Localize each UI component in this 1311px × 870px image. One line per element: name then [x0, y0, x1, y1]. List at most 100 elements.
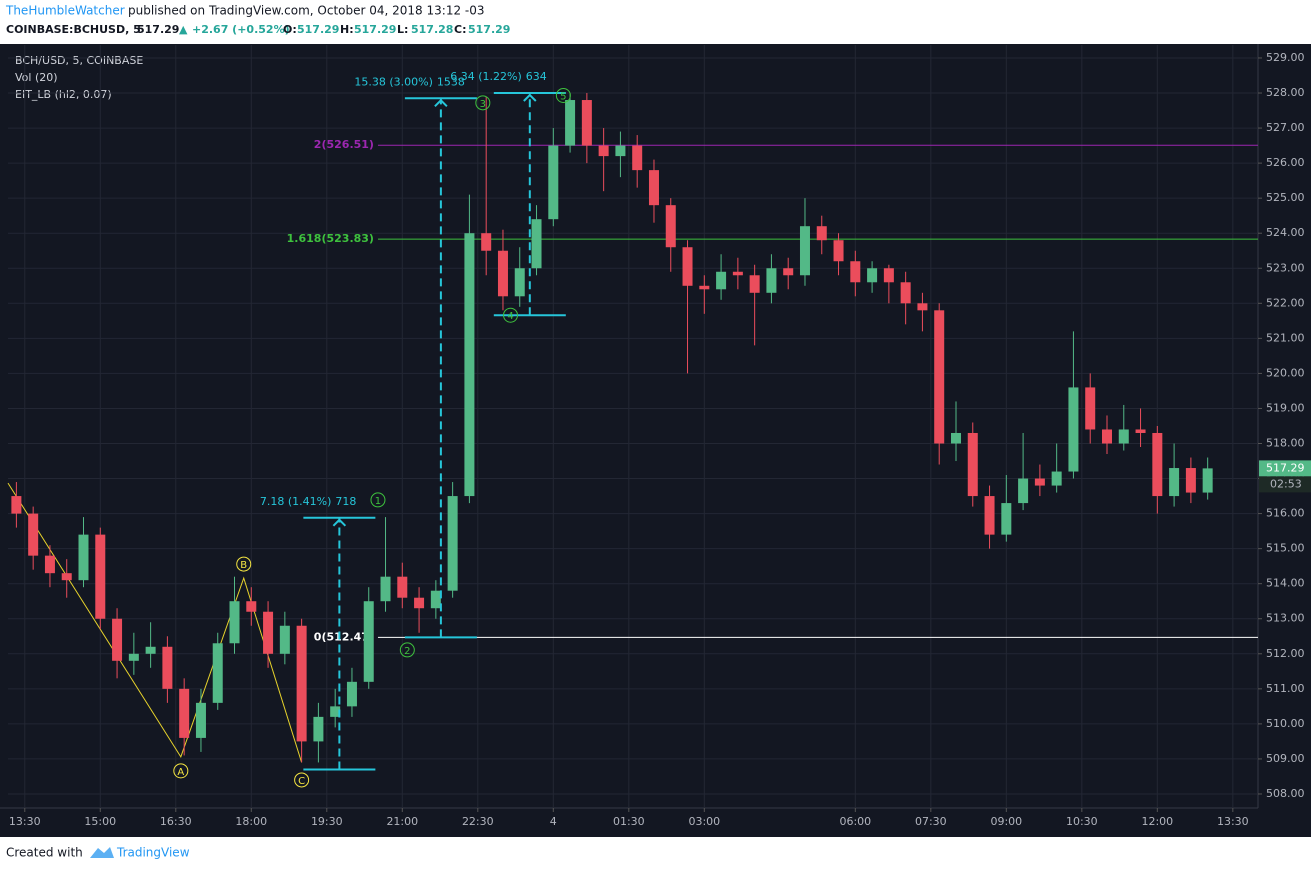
y-tick-label: 527.00: [1266, 121, 1305, 134]
candle-body: [799, 226, 810, 276]
author[interactable]: TheHumbleWatcher: [5, 4, 125, 18]
candle-body: [783, 268, 794, 276]
candle-body: [531, 219, 542, 269]
header-bg: [0, 0, 1311, 44]
legend-indicator: Vol (20): [15, 71, 58, 84]
candle-body: [1085, 387, 1096, 430]
measure-arrow: [523, 93, 537, 102]
change-arrow: ▲: [179, 23, 188, 36]
ohlc-value: 517.29: [354, 23, 396, 36]
x-tick-label: 18:00: [235, 815, 267, 828]
candle-body: [1135, 429, 1146, 433]
ohlc-value: 517.28: [411, 23, 453, 36]
measure-count: 718: [335, 495, 356, 508]
y-tick-label: 518.00: [1266, 436, 1305, 449]
candle-body: [632, 145, 643, 171]
candle-body: [984, 496, 995, 535]
fib-label: 1.618(523.83): [287, 232, 374, 245]
candle-body: [1169, 468, 1180, 497]
candle-body: [128, 653, 139, 661]
ohlc-value: 517.29: [297, 23, 339, 36]
wave-marker: [503, 307, 519, 323]
candle-body: [883, 268, 894, 283]
candle-body: [414, 597, 425, 609]
wave-label: 1: [375, 496, 381, 507]
fib-label: 2(526.51): [314, 138, 374, 151]
ohlc-key: O:: [283, 23, 297, 36]
y-tick-label: 520.00: [1266, 366, 1305, 379]
measure-label: 15.38 (3.00%): [354, 75, 433, 88]
logo: [90, 847, 114, 858]
candle-body: [1152, 432, 1163, 497]
candle-body: [1068, 387, 1079, 472]
ohlc-key: L:: [397, 23, 408, 36]
measure-label: 6.34 (1.22%): [450, 70, 522, 83]
y-tick-label: 519.00: [1266, 401, 1305, 414]
candle-body: [917, 303, 928, 311]
y-tick-label: 510.00: [1266, 717, 1305, 730]
candle-body: [548, 145, 559, 220]
fib-label: 0(512.47): [314, 630, 374, 643]
y-tick-label: 528.00: [1266, 86, 1305, 99]
wave-label: 4: [507, 311, 513, 322]
candle-body: [716, 271, 727, 290]
candle-body: [112, 618, 123, 661]
price-tag-bg: [1259, 460, 1311, 477]
y-tick-label: 511.00: [1266, 682, 1305, 695]
countdown: 02:53: [1270, 477, 1302, 490]
candle-body: [212, 643, 223, 703]
candle-body: [246, 601, 257, 612]
abc-line: [7, 482, 303, 763]
wave-marker: [173, 763, 189, 779]
y-tick-label: 522.00: [1266, 296, 1305, 309]
x-tick-label: 03:00: [688, 815, 720, 828]
candle-body: [900, 282, 911, 304]
candle-body: [44, 555, 55, 574]
candle-body: [279, 625, 290, 654]
last-price: 517.29: [137, 23, 179, 36]
y-tick-label: 524.00: [1266, 226, 1305, 239]
candle-body: [514, 268, 525, 297]
y-tick-label: 512.00: [1266, 647, 1305, 660]
candle-body: [766, 268, 777, 293]
footer-bg: [0, 837, 1311, 870]
candle-body: [263, 611, 274, 654]
x-tick-label: 01:30: [613, 815, 645, 828]
candle-body: [195, 702, 206, 738]
wave-label: 3: [480, 99, 486, 110]
y-tick-label: 529.00: [1266, 51, 1305, 64]
measure-count: 634: [526, 70, 547, 83]
candle-body: [665, 205, 676, 248]
wave-label: 5: [560, 91, 566, 102]
candle-body: [296, 625, 307, 742]
wave-marker: [294, 772, 310, 788]
candle-body: [497, 250, 508, 297]
wave-marker: [475, 95, 491, 111]
candle-body: [346, 681, 357, 707]
wave-label: C: [298, 776, 305, 787]
ohlc-key: H:: [340, 23, 354, 36]
candle-body: [11, 496, 22, 514]
y-tick-label: 523.00: [1266, 261, 1305, 274]
candle-body: [749, 275, 760, 293]
candle-body: [330, 706, 341, 717]
candle-body: [615, 145, 626, 157]
ohlc-value: 517.29: [468, 23, 510, 36]
candle-body: [447, 496, 458, 591]
ohlc-key: C:: [454, 23, 466, 36]
x-tick-label: 19:30: [311, 815, 343, 828]
candle-body: [598, 145, 609, 157]
footer-brand[interactable]: TradingView: [116, 846, 190, 860]
candle-body: [565, 100, 576, 146]
candle-body: [648, 170, 659, 206]
wave-label: 2: [404, 646, 410, 657]
x-tick-label: 13:30: [9, 815, 41, 828]
x-tick-label: 15:00: [84, 815, 116, 828]
candle-body: [397, 576, 408, 598]
candle-body: [967, 432, 978, 497]
candle-body: [816, 226, 827, 241]
measure-arrow: [434, 98, 448, 107]
candle-body: [363, 601, 374, 682]
candle-body: [1118, 429, 1129, 444]
x-tick-label: 22:30: [462, 815, 494, 828]
